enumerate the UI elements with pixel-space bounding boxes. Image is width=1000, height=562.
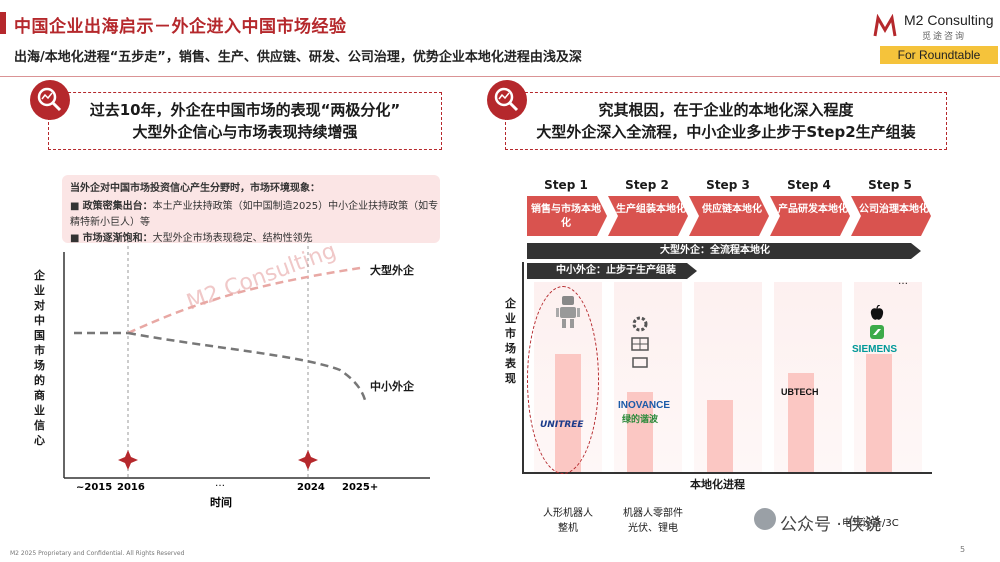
x-tick-4: 2025+ [342, 482, 378, 493]
step-3-label: 供应链本地化 [702, 204, 762, 215]
brand-subname: 觅途咨询 [922, 32, 967, 42]
steps-chevrons [527, 196, 931, 236]
left-callout-line2: 大型外企信心与市场表现持续增强 [132, 123, 358, 141]
market-conditions-note: 当外企对中国市场投资信心产生分野时，市场环境现象： ■ 政策密集出台：本土产业扶… [62, 175, 440, 244]
right-callout: 究其根因，在于企业的本地化深入程度 大型外企深入全流程，中小企业多止步于Step… [505, 92, 947, 150]
unitree-logo: UNITREE [540, 420, 584, 430]
step-2-label: 生产组装本地化 [616, 204, 686, 215]
right-x-axis-title: 本地化进程 [690, 478, 745, 491]
x-tick-0: ~2015 [76, 482, 112, 493]
left-y-axis-title: 企业对中国市场的商业信心 [34, 269, 45, 447]
step-1-label: 销售与市场本地化 [531, 204, 601, 229]
roundtable-badge: For Roundtable [880, 46, 998, 64]
page-number: 5 [960, 545, 966, 554]
step-4-label: 产品研发本地化 [778, 204, 848, 215]
parts-icons [630, 316, 650, 376]
note-item-1-bold: 政策密集出台： [82, 201, 153, 212]
series-label-large: 大型外企 [370, 263, 415, 277]
note-item-2: ■ 市场逐渐饱和：大型外企市场表现稳定、结构性领先 [70, 233, 313, 244]
ubtech-logo: UBTECH [781, 387, 819, 397]
header-divider [0, 76, 1000, 77]
step-5-head: Step 5 [868, 178, 912, 192]
note-heading: 当外企对中国市场投资信心产生分野时，市场环境现象： [70, 183, 320, 194]
left-callout-line1: 过去10年，外企在中国市场的表现“两极分化” [89, 101, 401, 119]
chevron-step-5 [851, 196, 931, 236]
note-item-1: ■ 政策密集出台：本土产业扶持政策（如中国制造2025）中小企业扶持政策（如专精… [70, 201, 439, 228]
brand-name: M2 Consulting [904, 12, 994, 28]
siemens-logo: SIEMENS [852, 344, 898, 355]
more-ellipsis: … [898, 276, 908, 287]
x-tick-1: 2016 [117, 482, 145, 493]
robot-icon [556, 296, 580, 332]
performance-bar-2 [627, 392, 653, 472]
large-firm-arrow [527, 243, 921, 259]
step-5-label: 公司治理本地化 [859, 204, 929, 215]
humanoid-highlight-ellipse [527, 286, 599, 474]
performance-bar-5 [866, 354, 892, 472]
sme-arrow-label: 中小外企：止步于生产组装 [556, 265, 676, 276]
chart-watermark: M2 Consulting [184, 240, 340, 316]
step-2-head: Step 2 [625, 178, 669, 192]
analysis-icon [30, 80, 70, 120]
chevron-step-1 [527, 196, 607, 236]
x-tick-2: … [215, 478, 225, 489]
schneider-icon [870, 324, 884, 343]
note-item-2-text: 大型外企市场表现稳定、结构性领先 [152, 233, 313, 244]
inovance-logo: INOVANCE [618, 400, 671, 411]
series-label-sme: 中小外企 [370, 379, 415, 393]
large-firm-arrow-label: 大型外企：全流程本地化 [660, 245, 770, 256]
x-axis-title: 时间 [210, 495, 232, 509]
chevron-step-3 [689, 196, 769, 236]
confidence-chart: M2 Consulting 大型外企 中小外企 ~2015 2016 … 202… [63, 240, 430, 509]
star-marker-2024 [298, 450, 318, 470]
sme-arrow [527, 263, 697, 279]
leaderdrive-logo: 绿的谐波 [622, 415, 659, 425]
step-3-head: Step 3 [706, 178, 750, 192]
bottom-label-humanoid: 人形机器人 整机 [543, 508, 593, 534]
step-1-head: Step 1 [544, 178, 588, 192]
bottom-label-components: 机器人零部件 光伏、锂电 [623, 508, 683, 534]
chevron-step-2 [608, 196, 688, 236]
performance-bar-3 [707, 400, 733, 472]
page-subtitle: 出海/本地化进程“五步走”，销售、生产、供应链、研发、公司治理，优势企业本地化进… [14, 50, 582, 65]
note-item-2-bold: 市场逐渐饱和： [82, 233, 153, 244]
bottom-label-electrical: 电气设备/3C [842, 518, 899, 529]
wechat-icon [754, 508, 776, 530]
apple-icon [870, 304, 884, 325]
left-callout: 过去10年，外企在中国市场的表现“两极分化” 大型外企信心与市场表现持续增强 [48, 92, 442, 150]
large-firm-curve [127, 266, 361, 335]
performance-bar-4 [788, 373, 814, 472]
right-callout-line1: 究其根因，在于企业的本地化深入程度 [598, 101, 854, 119]
page-title: 中国企业出海启示－外企进入中国市场经验 [14, 17, 347, 37]
right-callout-line2: 大型外企深入全流程，中小企业多止步于Step2生产组装 [536, 123, 916, 141]
title-accent-bar [0, 12, 6, 34]
legal-footer: M2 2025 Proprietary and Confidential. Al… [10, 550, 185, 557]
chevron-step-4 [770, 196, 850, 236]
sme-curve [127, 331, 367, 401]
star-marker-2016 [118, 450, 138, 470]
note-item-1-text: 本土产业扶持政策（如中国制造2025）中小企业扶持政策（如专精特新小巨人）等 [70, 201, 439, 228]
right-y-axis-title: 企业市场表现 [505, 297, 516, 385]
analysis-icon-right [487, 80, 527, 120]
right-x-axis [522, 472, 932, 474]
step-4-head: Step 4 [787, 178, 831, 192]
right-y-axis [522, 262, 524, 472]
social-watermark: 公众号 · 侠说 [780, 515, 882, 535]
progress-arrows [527, 243, 921, 279]
x-tick-3: 2024 [297, 482, 325, 493]
m2-logo-icon [872, 13, 898, 40]
